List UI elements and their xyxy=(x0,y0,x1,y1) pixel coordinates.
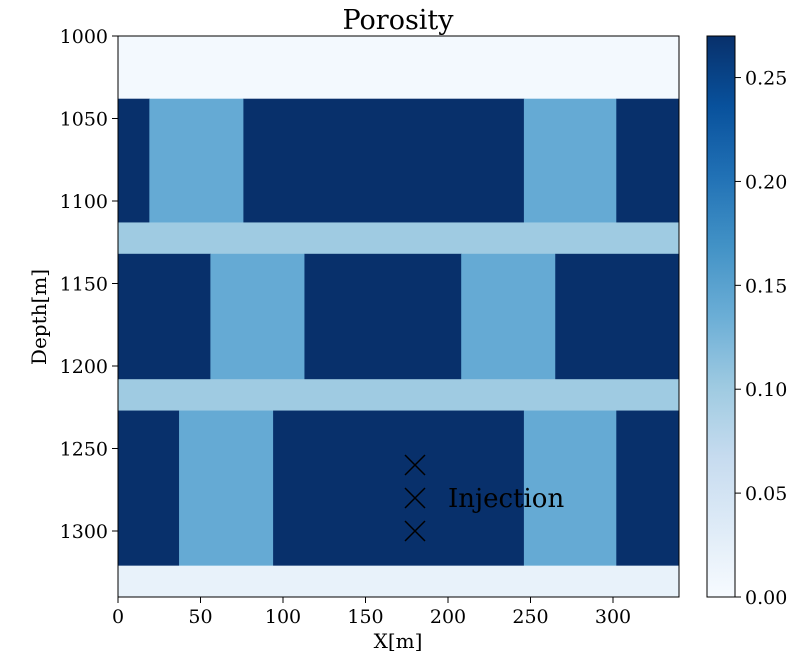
heatmap-cell xyxy=(304,253,462,380)
heatmap-cell xyxy=(118,253,211,380)
x-tick-label: 0 xyxy=(112,606,124,628)
injection-marker xyxy=(404,487,426,509)
injection-markers xyxy=(404,454,426,542)
colorbar-tick-label: 0.00 xyxy=(745,587,787,609)
heatmap-cell xyxy=(118,410,180,567)
heatmap-cell xyxy=(523,98,617,223)
heatmap-cell xyxy=(273,410,525,567)
annotations: Injection xyxy=(448,484,564,514)
colorbar xyxy=(706,35,736,598)
heatmap-cell xyxy=(149,98,244,223)
heatmap-cell xyxy=(210,253,305,380)
y-tick-label: 1050 xyxy=(60,109,108,131)
colorbar-tick-label: 0.10 xyxy=(745,379,787,401)
heatmap-cell xyxy=(616,98,680,223)
heatmap-cell xyxy=(243,98,525,223)
x-axis-label: X[m] xyxy=(374,629,423,653)
y-tick-label: 1150 xyxy=(60,274,108,296)
chart-title: Porosity xyxy=(342,5,454,36)
y-axis-ticks: 1000 1050 1100 1150 1200 1250 1300 xyxy=(60,26,118,543)
colorbar-tick-label: 0.25 xyxy=(745,68,787,90)
y-tick-label: 1200 xyxy=(60,356,108,378)
x-tick-label: 100 xyxy=(265,606,301,628)
colorbar-tick-label: 0.20 xyxy=(745,171,787,193)
heatmap-cell xyxy=(118,36,680,100)
injection-marker xyxy=(404,454,426,476)
marker-stroke xyxy=(404,520,426,542)
heatmap-cell xyxy=(118,98,150,223)
heatmap-cell xyxy=(118,222,680,255)
heatmap-cell xyxy=(616,410,680,567)
injection-label: Injection xyxy=(448,484,564,514)
colorbar-tick-label: 0.05 xyxy=(745,483,787,505)
x-tick-label: 50 xyxy=(188,606,212,628)
colorbar-tick-label: 0.15 xyxy=(745,275,787,297)
marker-stroke xyxy=(404,454,426,476)
heatmap-cells xyxy=(118,36,680,598)
colorbar-ticks: 0.00 0.05 0.10 0.15 0.20 0.25 xyxy=(735,68,787,609)
y-tick-label: 1000 xyxy=(60,26,108,48)
x-tick-label: 200 xyxy=(430,606,466,628)
y-axis-label: Depth[m] xyxy=(27,269,51,365)
heatmap-cell xyxy=(118,379,680,412)
heatmap-cell xyxy=(461,253,556,380)
x-tick-label: 300 xyxy=(595,606,631,628)
y-tick-label: 1100 xyxy=(60,191,108,213)
marker-stroke xyxy=(404,487,426,509)
injection-marker xyxy=(404,520,426,542)
x-axis-ticks: 0 50 100 150 200 250 300 xyxy=(112,597,631,628)
heatmap-cell xyxy=(523,410,617,567)
heatmap-cell xyxy=(118,565,680,598)
x-tick-label: 150 xyxy=(347,606,383,628)
heatmap-cell xyxy=(179,410,274,567)
x-tick-label: 250 xyxy=(512,606,548,628)
y-tick-label: 1250 xyxy=(60,439,108,461)
heatmap-cell xyxy=(555,253,680,380)
plot-frame xyxy=(117,35,680,598)
y-tick-label: 1300 xyxy=(60,521,108,543)
